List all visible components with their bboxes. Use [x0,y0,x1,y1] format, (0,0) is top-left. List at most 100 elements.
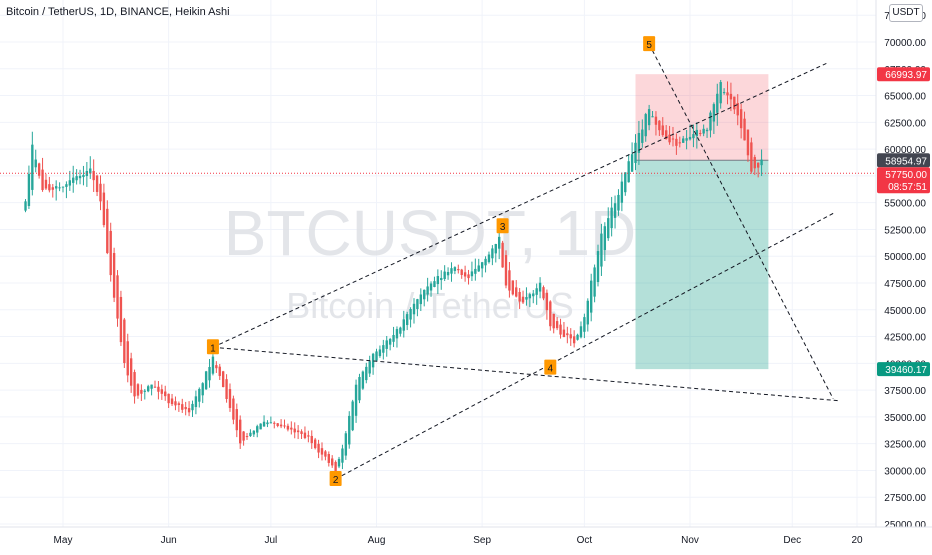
wave-label-box [206,339,219,355]
candle-body [617,194,620,211]
wave-label-5: 5 [643,36,656,52]
candle-body [392,334,395,342]
price-tick-label: 70000.00 [884,38,926,49]
price-axis: 25000.00 27500.00 30000.00 32500.00 35000.00… [875,0,932,550]
candle-body [426,286,429,295]
candle-body [647,109,651,126]
candle-body [750,142,753,172]
candle-body [313,439,317,449]
price-tick-label: 37500.00 [884,386,926,397]
candle-body [239,419,242,444]
candle-body [54,186,58,189]
candle-body [470,271,474,277]
candle-body [317,443,320,453]
candle-body [743,118,746,141]
candle-body [733,96,736,110]
price-tick-label: 35000.00 [884,413,926,424]
candle-body [457,269,460,271]
candle-body [477,265,480,272]
candle-body [262,421,266,427]
candle-body [116,275,119,319]
candle-body [235,409,238,431]
candle-body [699,133,702,135]
candle-body [187,408,191,413]
price-tick-label: 52500.00 [884,225,926,236]
candle-body [463,272,467,277]
position-box [635,74,769,370]
candle-body [211,356,215,374]
candle-body [341,448,344,463]
wave-label-text: 5 [646,40,652,51]
currency-button[interactable]: USDT [889,4,923,22]
candle-body [521,296,525,303]
candle-body [504,255,508,286]
price-tick-label: 25000.00 [884,520,926,531]
candle-body [286,425,290,430]
price-tick-label: 55000.00 [884,199,926,210]
wave-label-3: 3 [496,218,509,234]
candle-body [221,371,225,388]
candle-body [310,435,313,444]
candle-body [129,358,133,386]
candle-body [293,428,296,433]
candle-body [228,389,232,408]
candle-body [344,433,348,456]
candle-body [555,321,559,329]
wave-label-box [643,36,656,52]
candle-body [61,186,65,188]
candle-body [559,324,562,335]
candle-body [443,271,446,280]
price-tick-label: 30000.00 [884,466,926,477]
candle-body [181,404,184,410]
candle-body [269,422,273,424]
candle-body [51,187,54,190]
candle-body [65,184,68,187]
price-tick-label: 32500.00 [884,440,926,451]
candle-body [126,341,129,376]
candle-body [24,201,27,211]
current-price-tag-bg [877,167,930,194]
candle-body [446,271,450,276]
candle-body [44,179,48,189]
candle-body [208,366,211,381]
candle-body [644,114,647,137]
candle-body [716,93,719,113]
candle-body [245,436,249,438]
candle-body [249,432,252,437]
candle-body [545,292,549,311]
wave-label-text: 2 [333,475,339,486]
candle-body [72,177,75,183]
candle-body [668,134,671,143]
stop-price-tag-bg [877,362,930,377]
candle-body [256,426,259,433]
candle-body [99,183,102,202]
candle-body [41,169,44,191]
candle-body [630,154,634,172]
time-tick-label: Jul [264,535,277,546]
candle-body [184,406,187,410]
candle-body [613,203,617,218]
candle-body [324,451,327,457]
candle-body [334,461,337,471]
candle-body [497,236,501,249]
candle-body [600,233,603,267]
candle-body [610,207,613,229]
candle-body [95,175,99,192]
time-tick-label: Nov [681,535,699,546]
price-tick-label: 47500.00 [884,279,926,290]
candle-body [279,424,283,427]
candle-body [607,218,610,239]
candle-body [440,277,443,281]
candle-body [450,268,453,274]
candle-body [34,159,37,168]
candle-body [58,187,61,189]
candle-body [760,159,763,166]
candle-body [412,303,416,315]
candle-body [242,431,245,441]
candle-body [729,93,733,100]
candle-body [603,226,607,251]
candle-body [739,109,743,129]
